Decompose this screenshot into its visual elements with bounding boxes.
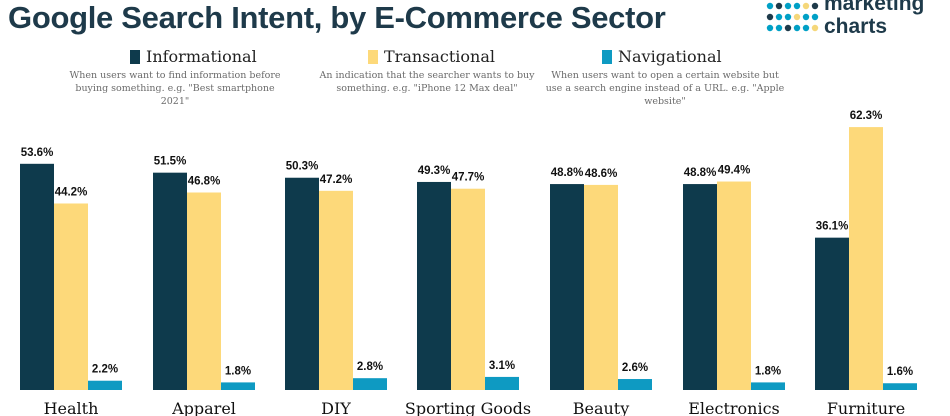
legend-label-navigational: Navigational bbox=[618, 47, 722, 66]
bar-transactional bbox=[849, 127, 883, 391]
data-label: 1.8% bbox=[755, 365, 781, 377]
bar-navigational bbox=[221, 382, 255, 390]
data-label: 49.3% bbox=[418, 165, 451, 177]
bar-informational bbox=[417, 181, 451, 390]
logo-dot bbox=[802, 24, 810, 32]
logo-dot bbox=[784, 13, 792, 21]
logo-dot bbox=[811, 2, 819, 10]
category-label: Electronics bbox=[688, 399, 780, 416]
legend-swatch-informational bbox=[130, 49, 140, 64]
legend-label-informational: Informational bbox=[146, 47, 257, 66]
logo-dot bbox=[766, 24, 774, 32]
logo-dot bbox=[802, 2, 810, 10]
category-label: Sporting Goods bbox=[405, 399, 531, 416]
logo-dot bbox=[784, 2, 792, 10]
bar-informational bbox=[550, 184, 584, 390]
marketing-charts-logo: marketing charts bbox=[760, 0, 945, 46]
data-label: 62.3% bbox=[850, 110, 883, 122]
logo-dot bbox=[793, 13, 801, 21]
data-label: 47.2% bbox=[320, 174, 353, 186]
category-group: 50.3%47.2% 2.8% DIY bbox=[285, 161, 387, 416]
category-group: 49.3%47.7% 3.1% Sporting Goods bbox=[405, 165, 531, 416]
category-label: Furniture bbox=[827, 399, 905, 416]
category-group: 36.1% 62.3% 1.6% Furniture bbox=[815, 110, 917, 416]
category-group: 51.5%46.8% 1.8% Apparel bbox=[153, 156, 255, 416]
bar-informational bbox=[683, 184, 717, 390]
logo-dot bbox=[802, 13, 810, 21]
data-label: 48.6% bbox=[585, 168, 618, 180]
logo-dot bbox=[775, 2, 783, 10]
logo-dot bbox=[793, 2, 801, 10]
bar-transactional bbox=[584, 184, 618, 390]
logo-dot bbox=[784, 24, 792, 32]
logo-text-line1: marketing bbox=[824, 0, 925, 15]
category-label: Health bbox=[44, 399, 99, 416]
data-label: 50.3% bbox=[286, 161, 319, 173]
legend-swatch-transactional bbox=[368, 49, 378, 64]
category-label: DIY bbox=[321, 399, 351, 416]
logo-dot bbox=[766, 2, 774, 10]
data-label: 46.8% bbox=[188, 176, 221, 188]
category-group: 48.8% 48.6% 2.6% Beauty bbox=[550, 167, 652, 416]
logo-text-line2: charts bbox=[824, 15, 888, 38]
logo-dot bbox=[793, 24, 801, 32]
bar-navigational bbox=[618, 379, 652, 390]
logo-dot bbox=[775, 13, 783, 21]
data-label: 44.2% bbox=[55, 186, 88, 198]
category-label: Beauty bbox=[573, 399, 630, 416]
legend-item-transactional: Transactional bbox=[368, 47, 495, 66]
bar-informational bbox=[285, 177, 319, 390]
bar-informational bbox=[20, 163, 54, 390]
logo-dot bbox=[766, 13, 774, 21]
category-label: Apparel bbox=[171, 399, 236, 416]
legend-item-navigational: Navigational bbox=[602, 47, 722, 66]
logo-dot bbox=[811, 13, 819, 21]
legend-label-transactional: Transactional bbox=[384, 47, 496, 66]
data-label: 3.1% bbox=[489, 360, 515, 372]
data-label: 47.7% bbox=[452, 172, 485, 184]
bar-navigational bbox=[751, 382, 785, 390]
logo-dot bbox=[775, 24, 783, 32]
data-label: 2.8% bbox=[357, 361, 383, 373]
bar-transactional bbox=[319, 190, 353, 390]
bar-transactional bbox=[717, 181, 751, 390]
bar-informational bbox=[815, 237, 849, 390]
data-label: 48.8% bbox=[684, 167, 717, 179]
category-group: 53.6% 44.2% 2.2% Health bbox=[20, 147, 122, 416]
data-label: 1.6% bbox=[887, 366, 913, 378]
legend-description-transactional: An indication that the searcher wants to… bbox=[319, 70, 535, 94]
legend-description-navigational: When users want to open a certain websit… bbox=[545, 70, 785, 107]
legend-swatch-navigational bbox=[602, 49, 612, 64]
bar-transactional bbox=[54, 203, 88, 390]
bar-navigational bbox=[883, 383, 917, 390]
category-group: 48.8% 49.4% 1.8% Electronics bbox=[683, 165, 785, 416]
data-label: 49.4% bbox=[718, 165, 751, 177]
data-label: 51.5% bbox=[154, 156, 187, 168]
logo-dots-icon bbox=[766, 2, 819, 32]
data-label: 1.8% bbox=[225, 365, 251, 377]
legend-item-informational: Informational bbox=[130, 47, 257, 66]
bar-navigational bbox=[353, 378, 387, 390]
data-label: 2.2% bbox=[92, 364, 118, 376]
logo-dot bbox=[811, 24, 819, 32]
data-label: 36.1% bbox=[816, 221, 849, 233]
bar-navigational bbox=[88, 380, 122, 390]
bar-informational bbox=[153, 172, 187, 390]
chart-title: Google Search Intent, by E-Commerce Sect… bbox=[8, 0, 666, 35]
bar-navigational bbox=[485, 376, 519, 390]
data-label: 2.6% bbox=[622, 362, 648, 374]
legend-description-informational: When users want to find information befo… bbox=[69, 70, 281, 107]
bar-transactional bbox=[451, 188, 485, 390]
logo-text: marketing charts bbox=[824, 0, 924, 38]
bar-transactional bbox=[187, 192, 221, 390]
data-label: 53.6% bbox=[21, 147, 54, 159]
data-label: 48.8% bbox=[551, 167, 584, 179]
